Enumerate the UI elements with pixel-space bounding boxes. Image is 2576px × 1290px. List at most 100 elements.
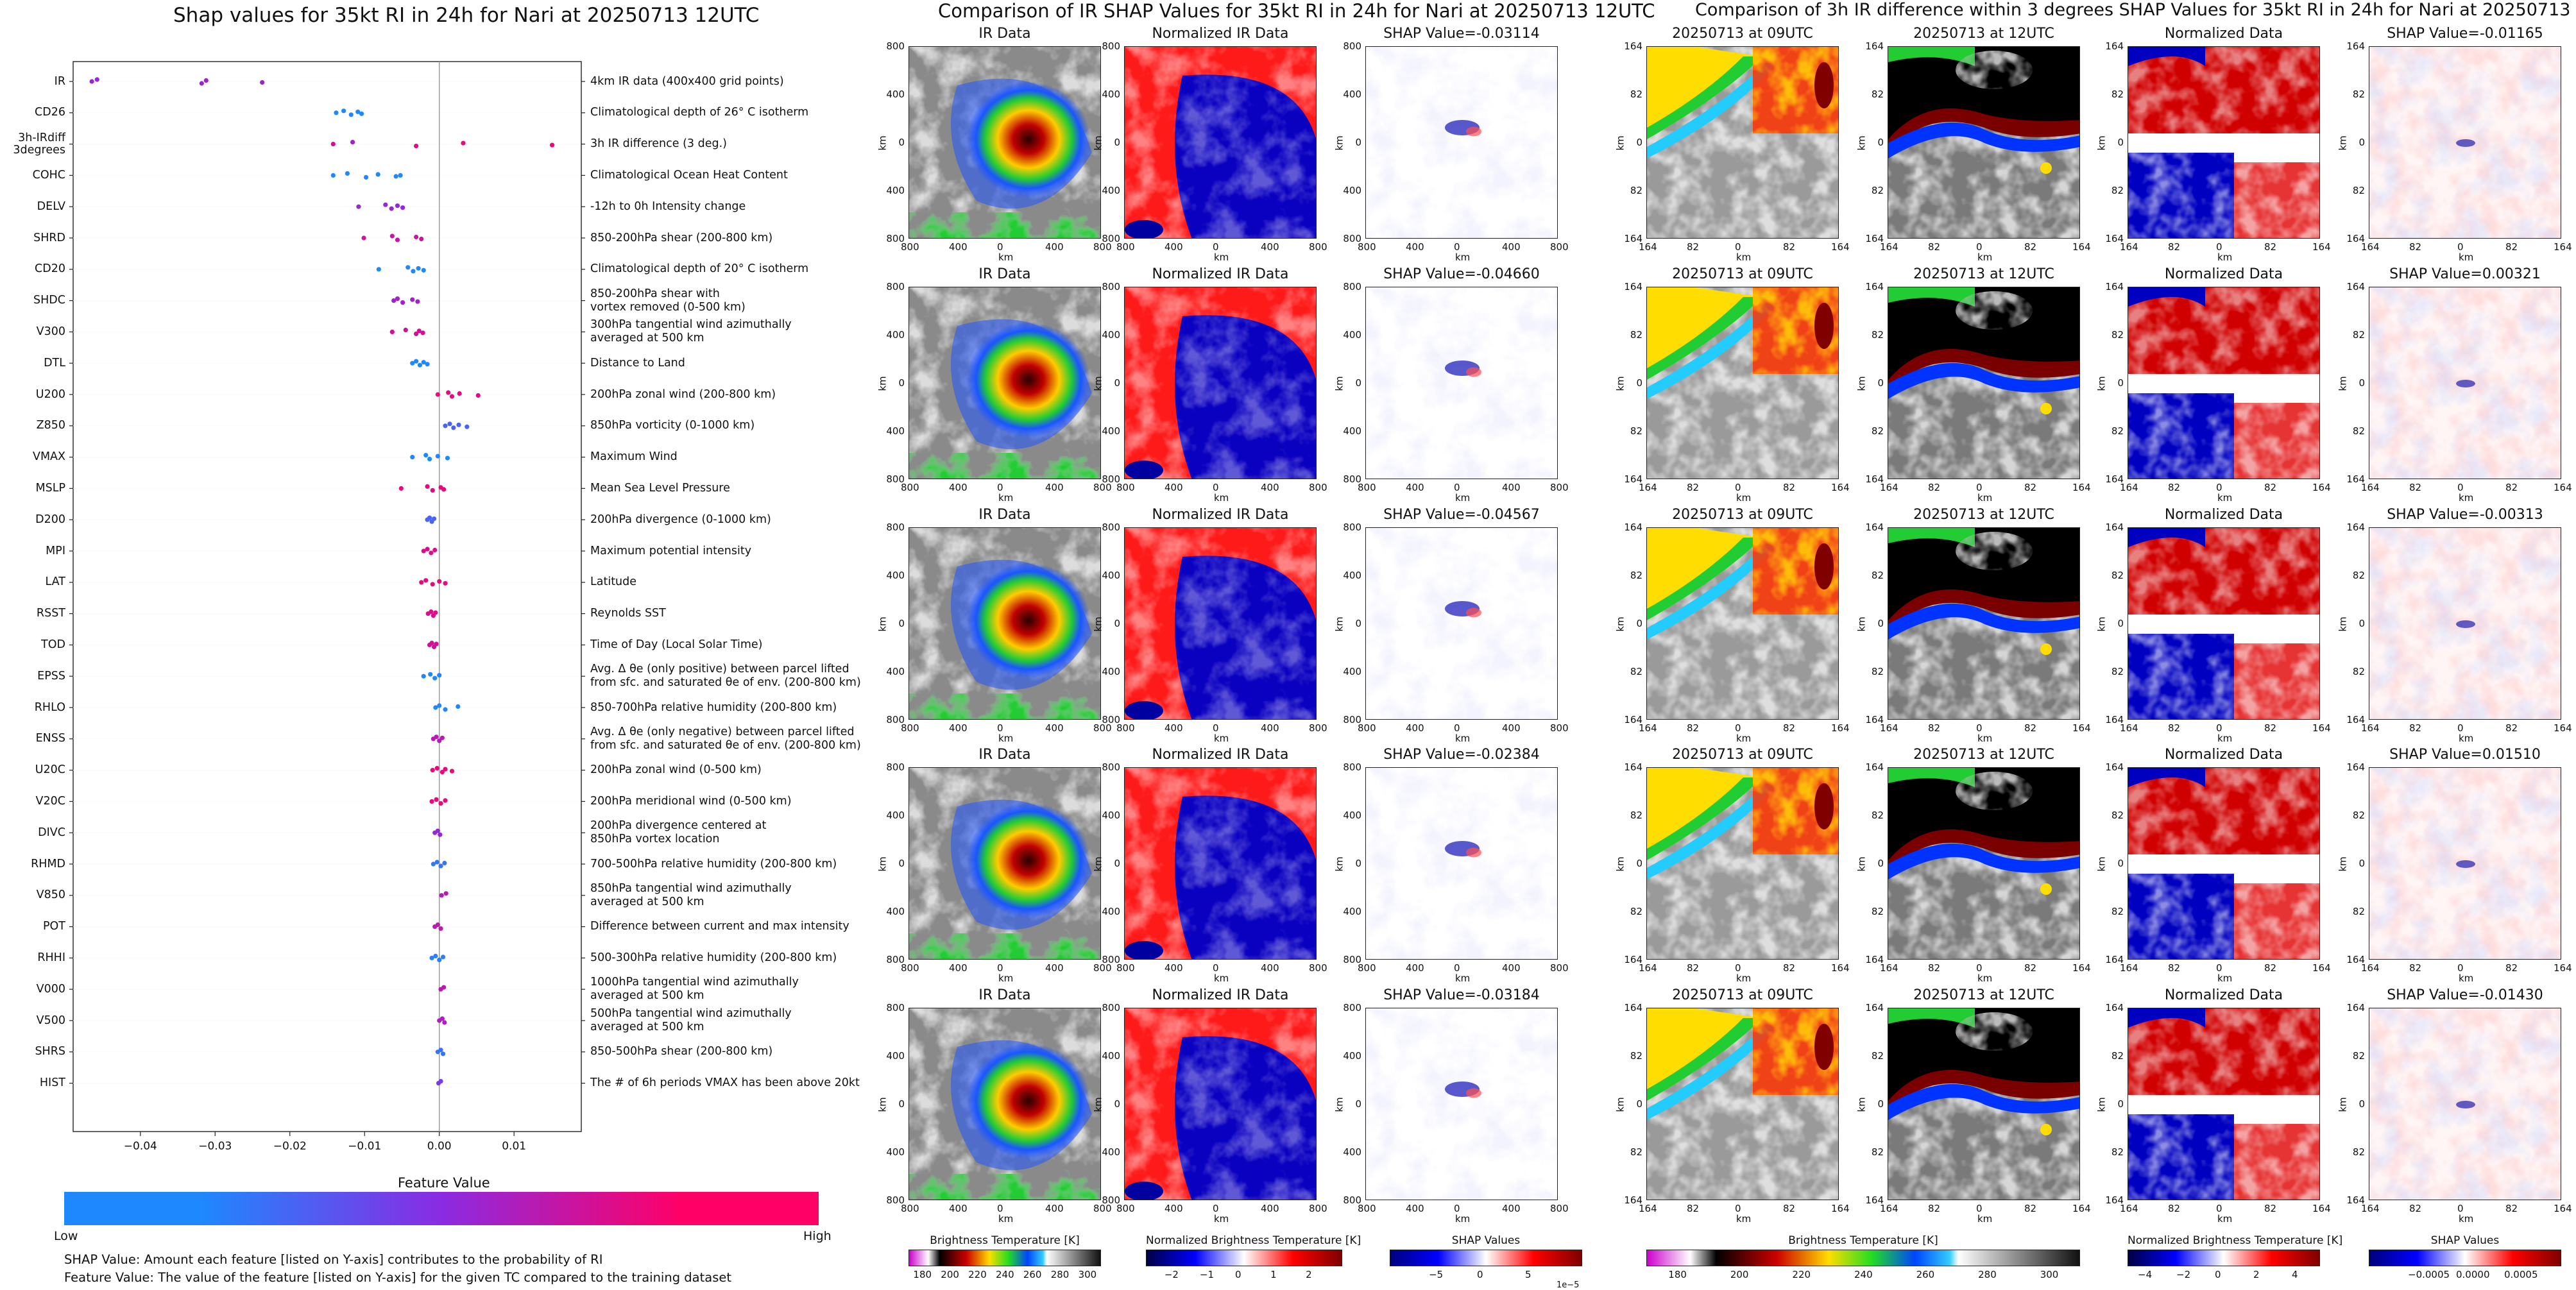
x-tick-label: 82 xyxy=(2505,482,2518,493)
x-axis-label: km xyxy=(1736,1213,1752,1225)
x-tick-label: 164 xyxy=(2120,482,2138,493)
shap-panel-title: SHAP Value=-0.04660 xyxy=(1383,266,1540,282)
x-tick-label: 400 xyxy=(1502,241,1521,253)
diff-shap-panel xyxy=(2369,767,2561,960)
x-tick-label: 800 xyxy=(1550,962,1569,974)
ir-shap-panel-image xyxy=(1366,768,1557,959)
x-tick-label: 82 xyxy=(2168,722,2181,734)
x-tick-label: 800 xyxy=(901,241,919,253)
y-tick-label: 800 xyxy=(1102,40,1120,52)
x-tick-label: 164 xyxy=(1880,241,1898,253)
x-tick-label: 800 xyxy=(1358,962,1376,974)
y-tick-label: 82 xyxy=(2111,185,2124,196)
shap-point xyxy=(393,174,398,179)
diff-later-panel-image xyxy=(1888,768,2079,959)
shap-point xyxy=(435,922,440,928)
x-axis-label: km xyxy=(1977,1213,1993,1225)
diff-earlier-panel xyxy=(1646,767,1839,960)
shap-point xyxy=(429,609,434,615)
x-tick-label: 164 xyxy=(2361,241,2380,253)
diff-earlier-panel xyxy=(1646,287,1839,479)
x-tick-label: 0.00 xyxy=(427,1140,452,1153)
y-tick-label: 164 xyxy=(2105,1194,2124,1206)
y-tick-label: 400 xyxy=(1343,906,1361,917)
feature-description: Mean Sea Level Pressure xyxy=(590,481,730,495)
x-tick-label: 0 xyxy=(1976,1203,1983,1214)
x-tick-label: 0 xyxy=(1454,1203,1460,1214)
colorbar-tick-label: 0 xyxy=(1235,1269,1241,1280)
y-tick-label: 164 xyxy=(1865,714,1884,726)
x-axis-label: SHAP Value xyxy=(291,1153,364,1155)
panel-title: IR Data xyxy=(978,26,1031,42)
x-tick-label: 0 xyxy=(997,1203,1003,1214)
y-tick-label: 800 xyxy=(886,761,905,773)
y-tick-label: 0 xyxy=(1636,137,1642,148)
shap-point xyxy=(443,767,448,772)
y-tick-label: 400 xyxy=(1343,570,1361,581)
y-tick-label: 164 xyxy=(2105,281,2124,293)
x-tick-label: 400 xyxy=(1406,482,1424,493)
diff-shap-panel xyxy=(2369,1008,2561,1200)
shap-point xyxy=(398,173,403,178)
shap-point xyxy=(429,550,434,556)
diff-normalized-panel-image xyxy=(2128,287,2319,479)
shap-point xyxy=(375,172,380,177)
y-tick-label: 82 xyxy=(1630,906,1642,917)
colorbar-tick-label: 240 xyxy=(996,1269,1014,1280)
shap-point xyxy=(430,488,435,493)
colorbar-tick-label: 180 xyxy=(913,1269,932,1280)
y-tick-label: 800 xyxy=(1343,522,1361,533)
y-tick-label: 164 xyxy=(2346,522,2365,533)
shap-point xyxy=(355,109,361,114)
y-tick-label: 164 xyxy=(1865,761,1884,773)
x-tick-label: 164 xyxy=(2554,482,2572,493)
shap-point xyxy=(434,734,439,740)
shap-point xyxy=(400,205,405,210)
shap-point xyxy=(421,267,426,273)
shap-point xyxy=(451,425,456,430)
y-axis-label: km xyxy=(876,376,889,391)
x-tick-label: 400 xyxy=(1406,1203,1424,1214)
y-tick-label: 82 xyxy=(2111,425,2124,437)
x-tick-label: 0 xyxy=(1454,241,1460,253)
shap-point xyxy=(395,296,400,301)
feature-code: TOD xyxy=(41,638,65,651)
shap-point xyxy=(430,582,435,587)
y-tick-label: 0 xyxy=(1114,137,1120,148)
y-axis-label: km xyxy=(2337,1097,2349,1112)
x-tick-label: 82 xyxy=(2024,962,2037,974)
shap-point xyxy=(260,80,265,85)
y-tick-label: 400 xyxy=(886,1146,905,1158)
x-tick-label: 0 xyxy=(2457,962,2464,974)
x-axis-label: km xyxy=(1736,972,1752,984)
y-tick-label: 82 xyxy=(2111,810,2124,821)
panel-title: Normalized IR Data xyxy=(1152,987,1289,1003)
shap-point xyxy=(437,579,442,584)
feature-code: HIST xyxy=(39,1076,65,1090)
feature-code: IR xyxy=(54,74,65,88)
y-tick-label: 400 xyxy=(886,329,905,341)
x-tick-label: 164 xyxy=(1831,1203,1850,1214)
x-tick-label: 800 xyxy=(1358,482,1376,493)
x-tick-label: −0.01 xyxy=(348,1140,381,1153)
x-axis-label: km xyxy=(1455,1213,1471,1225)
shap-point xyxy=(433,610,438,615)
ir-data-panel-image xyxy=(909,47,1100,238)
colorbar xyxy=(2128,1250,2320,1266)
shap-value-note: SHAP Value: Amount each feature [listed … xyxy=(64,1252,603,1267)
x-axis-label: km xyxy=(998,972,1014,984)
colorbar-label: SHAP Values xyxy=(2430,1234,2500,1247)
feature-code: U200 xyxy=(35,387,65,401)
colorbar-tick-label: 220 xyxy=(1792,1269,1811,1280)
shap-point xyxy=(437,703,442,708)
x-tick-label: 400 xyxy=(1164,482,1183,493)
normalized-ir-panel-image xyxy=(1125,768,1316,959)
y-tick-label: 164 xyxy=(1624,281,1642,293)
shap-point xyxy=(419,580,424,585)
x-tick-label: 400 xyxy=(1502,962,1521,974)
shap-point xyxy=(449,768,455,774)
y-tick-label: 82 xyxy=(1871,89,1884,100)
shap-point xyxy=(341,108,346,114)
colorbar-tick-label: 0 xyxy=(1477,1269,1483,1280)
y-tick-label: 800 xyxy=(1102,1194,1120,1206)
